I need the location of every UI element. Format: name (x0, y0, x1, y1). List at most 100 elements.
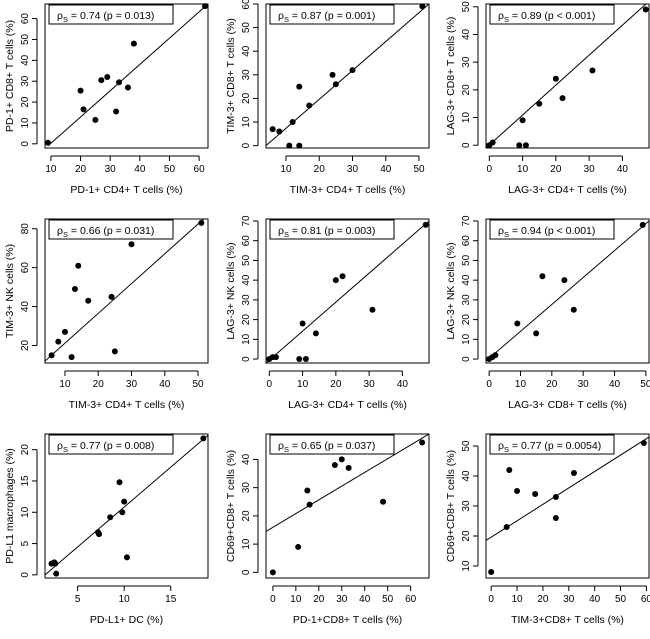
y-tick-label: 60 (241, 0, 252, 10)
data-point (121, 498, 128, 505)
x-tick-label: 60 (194, 164, 206, 175)
data-point (488, 569, 495, 575)
regression-line (45, 434, 208, 576)
data-point (77, 87, 84, 94)
y-axis-label: LAG-3+ NK cells (%) (225, 242, 237, 339)
x-tick-label: 40 (589, 594, 601, 605)
y-tick-label: 70 (461, 215, 472, 227)
y-tick-label: 40 (461, 470, 472, 482)
data-point (532, 491, 539, 497)
x-axis-label: TIM-3+CD8+ T cells (%) (511, 614, 624, 626)
y-tick-label: 40 (461, 274, 472, 286)
x-axis-label: LAG-3+ CD8+ T cells (%) (508, 399, 627, 411)
panel-2: 10 20 30 40 50 0 10 20 30 40 50 60 TIM-3+ CD4+ T cel… (225, 0, 430, 196)
data-point (561, 277, 568, 284)
data-point (269, 569, 276, 576)
y-tick-label: 20 (241, 510, 252, 522)
panel-5: 0 10 20 30 40 0 10 20 30 40 50 60 70 LAG-3+ CD4+ T ce… (225, 215, 430, 411)
x-axis-label: PD-1+ CD4+ T cells (%) (70, 184, 182, 196)
x-tick-label: 5 (75, 594, 81, 605)
data-point (123, 554, 130, 561)
data-point (52, 560, 59, 567)
y-tick-label: 60 (20, 13, 31, 25)
y-tick-label: 0 (241, 142, 252, 148)
y-tick-label: 20 (461, 314, 472, 326)
data-point (96, 531, 103, 538)
data-point (119, 509, 126, 516)
y-tick-label: 10 (241, 538, 252, 550)
y-tick-label: 40 (20, 54, 31, 66)
annotation-box (48, 219, 174, 240)
x-tick-label: 40 (359, 594, 371, 605)
regression-line (266, 4, 429, 147)
y-tick-label: 5 (20, 540, 31, 546)
panel-6: 0 10 20 30 40 50 0 10 20 30 40 50 60 70 LAG-3+ CD8+ T … (445, 215, 650, 411)
y-tick-label: 50 (241, 254, 252, 266)
y-tick-label: 30 (461, 500, 472, 512)
y-tick-label: 10 (461, 560, 472, 572)
y-tick-label: 40 (20, 301, 31, 313)
rho-annotation: ρS = 0.77 (p = 0.0054) (498, 440, 601, 454)
x-tick-label: 15 (165, 594, 177, 605)
x-tick-label: 10 (119, 594, 131, 605)
x-tick-label: 0 (270, 594, 276, 605)
data-point (198, 219, 205, 226)
regression-line (486, 436, 649, 541)
y-tick-label: 30 (461, 56, 472, 68)
data-point (61, 328, 68, 335)
data-point (422, 221, 429, 228)
y-axis-label: CD69+CD8+ T cells (%) (445, 450, 457, 562)
x-tick-label: 50 (192, 379, 204, 390)
x-tick-label: 0 (486, 379, 492, 390)
data-point (506, 467, 513, 473)
data-point (570, 470, 577, 476)
data-point (113, 108, 120, 115)
y-tick-label: 30 (241, 294, 252, 306)
plot-frame (265, 3, 430, 149)
data-point (130, 40, 137, 47)
data-point (92, 116, 99, 123)
data-point (108, 293, 115, 300)
data-point (642, 6, 649, 13)
y-tick-label: 10 (20, 117, 31, 129)
x-tick-label: 60 (405, 594, 417, 605)
y-tick-label: 30 (461, 294, 472, 306)
x-tick-label: 30 (578, 379, 590, 390)
x-tick-label: 40 (397, 379, 409, 390)
x-axis-label: PD-L1+ DC (%) (90, 614, 163, 626)
y-axis-label: LAG-3+ NK cells (%) (445, 242, 457, 339)
y-tick-label: 20 (461, 84, 472, 96)
y-tick-label: 30 (241, 482, 252, 494)
y-axis-label: PD-1+ CD8+ T cells (%) (4, 20, 16, 132)
y-tick-label: 50 (461, 440, 472, 452)
data-point (516, 142, 523, 149)
y-axis-label: TIM-3+ CD8+ T cells (%) (225, 18, 237, 134)
regression-line (266, 220, 429, 363)
data-point (419, 439, 426, 446)
regression-line (486, 4, 647, 148)
x-tick-label: 30 (126, 379, 138, 390)
y-tick-label: 20 (20, 96, 31, 108)
x-tick-label: 50 (413, 164, 425, 175)
y-tick-label: 10 (241, 333, 252, 345)
y-tick-label: 30 (241, 69, 252, 81)
panel-1: 10 20 30 40 50 60 0 10 20 30 40 50 60 PD-1+ CD4+ T ce… (4, 3, 209, 196)
y-axis-label: PD-L1 macrophages (%) (4, 448, 16, 564)
x-tick-label: 0 (487, 164, 493, 175)
x-tick-label: 20 (93, 379, 105, 390)
annotation-box (269, 219, 395, 240)
data-point (369, 306, 376, 313)
data-point (419, 3, 426, 10)
data-point (519, 117, 526, 124)
x-tick-label: 20 (75, 164, 87, 175)
y-tick-label: 0 (461, 142, 472, 148)
y-axis-label: LAG-3+ CD8+ T cells (%) (445, 17, 457, 136)
annotation-box (269, 434, 395, 455)
x-tick-label: 10 (59, 379, 71, 390)
data-point (522, 142, 529, 149)
y-tick-label: 40 (241, 45, 252, 57)
x-tick-label: 10 (280, 164, 292, 175)
x-tick-label: 10 (45, 164, 57, 175)
x-tick-label: 20 (330, 379, 342, 390)
plot-frame (44, 433, 209, 579)
